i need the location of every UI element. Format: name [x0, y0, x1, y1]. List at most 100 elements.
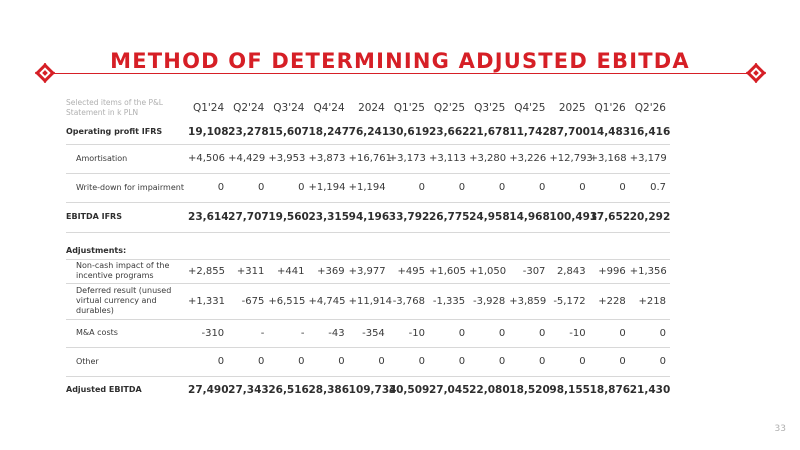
page-number: 33: [774, 424, 786, 434]
spacer-row: [66, 232, 670, 244]
cell-value: 0: [188, 173, 229, 203]
cell-value: 20,292: [629, 202, 670, 233]
cell-value: [268, 244, 309, 260]
row-label: Write-down for impairment: [66, 173, 189, 203]
cell-value: 0: [629, 347, 670, 377]
cell-value: +3,179: [629, 144, 670, 174]
cell-value: 0: [188, 347, 229, 377]
cell-value: +495: [388, 259, 429, 284]
cell-value: +6,515: [268, 283, 309, 320]
cell-value: [388, 244, 429, 260]
row-label: EBITDA IFRS: [66, 202, 189, 233]
row-label: Deferred result (unused virtual currency…: [66, 283, 189, 320]
cell-value: +1,605: [428, 259, 470, 284]
cell-value: -310: [188, 319, 229, 348]
cell-value: 15,607: [268, 120, 309, 145]
cell-value: 27,490: [188, 384, 229, 397]
table-row: EBITDA IFRS 23,614 27,707 19,560 23,315 94,19…: [66, 202, 670, 233]
cell-value: +228: [589, 283, 630, 320]
cell-value: 0: [428, 173, 470, 203]
cell-value: 0: [228, 347, 269, 377]
cell-value: -1,335: [428, 283, 470, 320]
table-row: Adjusted EBITDA 27,490 27,343 26,516 28,386 1…: [66, 376, 670, 404]
cell-value: 23,614: [188, 202, 229, 233]
cell-value: 2,843: [549, 259, 590, 284]
cell-value: +3,173: [388, 144, 429, 174]
cell-value: 0: [549, 173, 590, 203]
cell-value: [549, 244, 590, 260]
cell-value: 109,734: [348, 384, 397, 397]
cell-value: [509, 244, 550, 260]
cell-value: +3,226: [509, 144, 550, 174]
table-row: M&A costs -310- - -43 -354 -10 0 0 0 -10 0 0: [66, 319, 670, 348]
cell-value: 0: [268, 173, 309, 203]
cell-value: [429, 232, 469, 244]
row-label: Adjusted EBITDA: [66, 385, 142, 395]
pl-table: Selected items of the P&L Statement in k…: [66, 96, 670, 404]
cell-value: 0: [268, 347, 309, 377]
row-label: Non-cash impact of the incentive program…: [66, 259, 189, 284]
cell-value: 21,430: [629, 384, 671, 397]
cell-value: +996: [589, 259, 630, 284]
cell-value: -10: [549, 319, 590, 348]
column-header: Q2'25: [433, 102, 466, 114]
cell-value: 100,493: [549, 202, 597, 233]
cell-value: +3,280: [469, 144, 510, 174]
cell-value: +12,793: [549, 144, 593, 174]
cell-value: +1,194: [308, 173, 349, 203]
cell-value: [589, 244, 630, 260]
title-rule: [50, 73, 750, 74]
cell-value: 0: [428, 347, 470, 377]
cell-value: [188, 232, 228, 244]
column-header: Q1'24: [192, 102, 225, 114]
cell-value: [469, 244, 510, 260]
cell-value: +3,113: [428, 144, 470, 174]
column-header: Q2'26: [634, 102, 666, 114]
column-header: Q3'24: [273, 102, 305, 114]
table-row: Deferred result (unused virtual currency…: [66, 283, 670, 320]
cell-value: [348, 244, 389, 260]
cell-value: 16,416: [629, 120, 670, 145]
column-header: Q1'26: [594, 102, 626, 114]
cell-value: +3,168: [589, 144, 630, 174]
cell-value: [629, 244, 670, 260]
cell-value: +311: [228, 259, 269, 284]
cell-value: [389, 232, 429, 244]
cell-value: 23,278: [228, 120, 269, 145]
cell-value: 27,045: [428, 384, 470, 397]
cell-value: 0: [629, 319, 670, 348]
cell-value: +2,855: [188, 259, 229, 284]
cell-value: 26,516: [268, 384, 309, 397]
row-label: Other: [66, 347, 189, 377]
cell-value: +218: [629, 283, 670, 320]
cell-value: +4,506: [188, 144, 229, 174]
cell-value: 0: [388, 347, 429, 377]
cell-value: 23,662: [428, 120, 469, 145]
cell-value: -5,172: [549, 283, 590, 320]
cell-value: [268, 232, 308, 244]
cell-value: 30,509: [388, 384, 430, 397]
cell-value: 19,560: [268, 202, 309, 233]
table-row: Non-cash impact of the incentive program…: [66, 259, 670, 284]
row-label: Operating profit IFRS: [66, 120, 189, 145]
row-label: M&A costs: [66, 319, 189, 348]
cell-value: 0: [348, 347, 389, 377]
cell-value: [630, 232, 670, 244]
cell-value: +1,050: [469, 259, 510, 284]
cell-value: [308, 244, 349, 260]
cell-value: +1,356: [629, 259, 670, 284]
column-header: 2024: [358, 102, 385, 114]
cell-value: 30,619: [388, 120, 429, 145]
cell-value: -3,928: [469, 283, 510, 320]
cell-value: 18,247: [308, 120, 349, 145]
cell-value: 0: [469, 347, 510, 377]
cell-value: -307: [509, 259, 550, 284]
cell-value: -354: [348, 319, 389, 348]
diamond-ornament-icon: [35, 63, 55, 83]
cell-value: 22,080: [469, 384, 510, 397]
cell-value: [349, 232, 389, 244]
row-label: Amortisation: [66, 144, 189, 174]
cell-value: [228, 232, 268, 244]
cell-value: -: [228, 319, 269, 348]
table-body: Operating profit IFRS 19,108 23,278 15,607 1…: [66, 120, 670, 404]
